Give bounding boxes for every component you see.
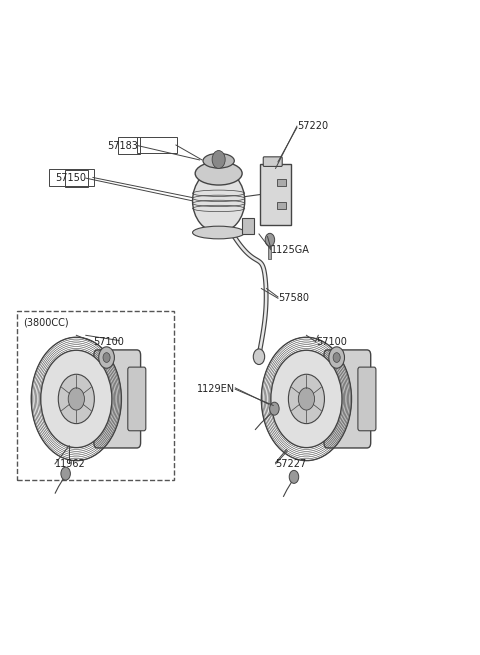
FancyBboxPatch shape	[128, 367, 146, 431]
Circle shape	[333, 352, 340, 362]
FancyBboxPatch shape	[261, 164, 291, 225]
Circle shape	[298, 388, 314, 410]
FancyBboxPatch shape	[358, 367, 376, 431]
Circle shape	[265, 233, 275, 246]
Ellipse shape	[203, 153, 234, 168]
Circle shape	[68, 388, 84, 410]
Bar	[242, 218, 254, 234]
Ellipse shape	[195, 162, 242, 185]
Circle shape	[212, 151, 225, 168]
Ellipse shape	[192, 226, 245, 239]
Text: 57220: 57220	[297, 121, 328, 131]
Circle shape	[103, 352, 110, 362]
Circle shape	[289, 470, 299, 483]
Text: (3800CC): (3800CC)	[23, 317, 69, 328]
Bar	[17, 311, 174, 480]
FancyBboxPatch shape	[94, 350, 141, 448]
Circle shape	[41, 350, 112, 447]
Text: 57580: 57580	[278, 293, 309, 303]
Bar	[277, 179, 286, 185]
Ellipse shape	[192, 169, 245, 233]
Text: 1129EN: 1129EN	[197, 384, 235, 394]
Text: 57150: 57150	[55, 173, 86, 183]
Text: 57183: 57183	[107, 141, 138, 151]
Text: 11962: 11962	[55, 459, 86, 469]
Circle shape	[61, 467, 71, 480]
FancyBboxPatch shape	[324, 350, 371, 448]
Circle shape	[270, 402, 279, 415]
Circle shape	[253, 349, 264, 365]
Text: 57227: 57227	[276, 459, 307, 469]
Circle shape	[99, 346, 114, 368]
FancyBboxPatch shape	[263, 157, 282, 166]
Text: 57100: 57100	[93, 337, 124, 346]
Text: 1125GA: 1125GA	[271, 244, 310, 255]
Circle shape	[288, 374, 324, 424]
Bar	[277, 202, 286, 209]
Bar	[268, 245, 271, 259]
Circle shape	[58, 374, 95, 424]
Circle shape	[271, 350, 342, 447]
Text: 57100: 57100	[316, 337, 347, 346]
Circle shape	[329, 346, 345, 368]
